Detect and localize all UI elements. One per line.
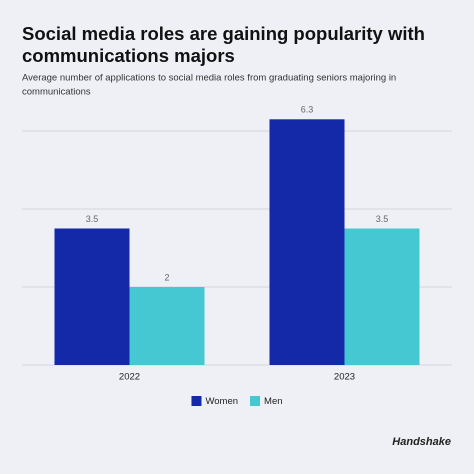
legend-label: Women	[205, 396, 238, 407]
value-label: 3.5	[376, 214, 389, 224]
bar	[54, 228, 130, 365]
value-label: 6.3	[301, 105, 314, 115]
x-tick-label: 2022	[119, 372, 140, 383]
bar	[269, 119, 345, 365]
legend-swatch	[191, 396, 202, 406]
legend-label: Men	[264, 396, 282, 407]
x-tick-label: 2023	[334, 372, 355, 383]
chart-title: Social media roles are gaining popularit…	[22, 23, 425, 44]
chart-title: communications majors	[22, 45, 235, 66]
subtitle: Average number of applications to social…	[22, 73, 396, 84]
bar	[129, 287, 205, 365]
value-label: 2	[164, 272, 169, 282]
subtitle: communications	[22, 87, 91, 98]
bar	[344, 228, 420, 365]
legend-swatch	[250, 396, 261, 406]
value-label: 3.5	[86, 214, 99, 224]
brand-logo: Handshake	[392, 436, 451, 448]
